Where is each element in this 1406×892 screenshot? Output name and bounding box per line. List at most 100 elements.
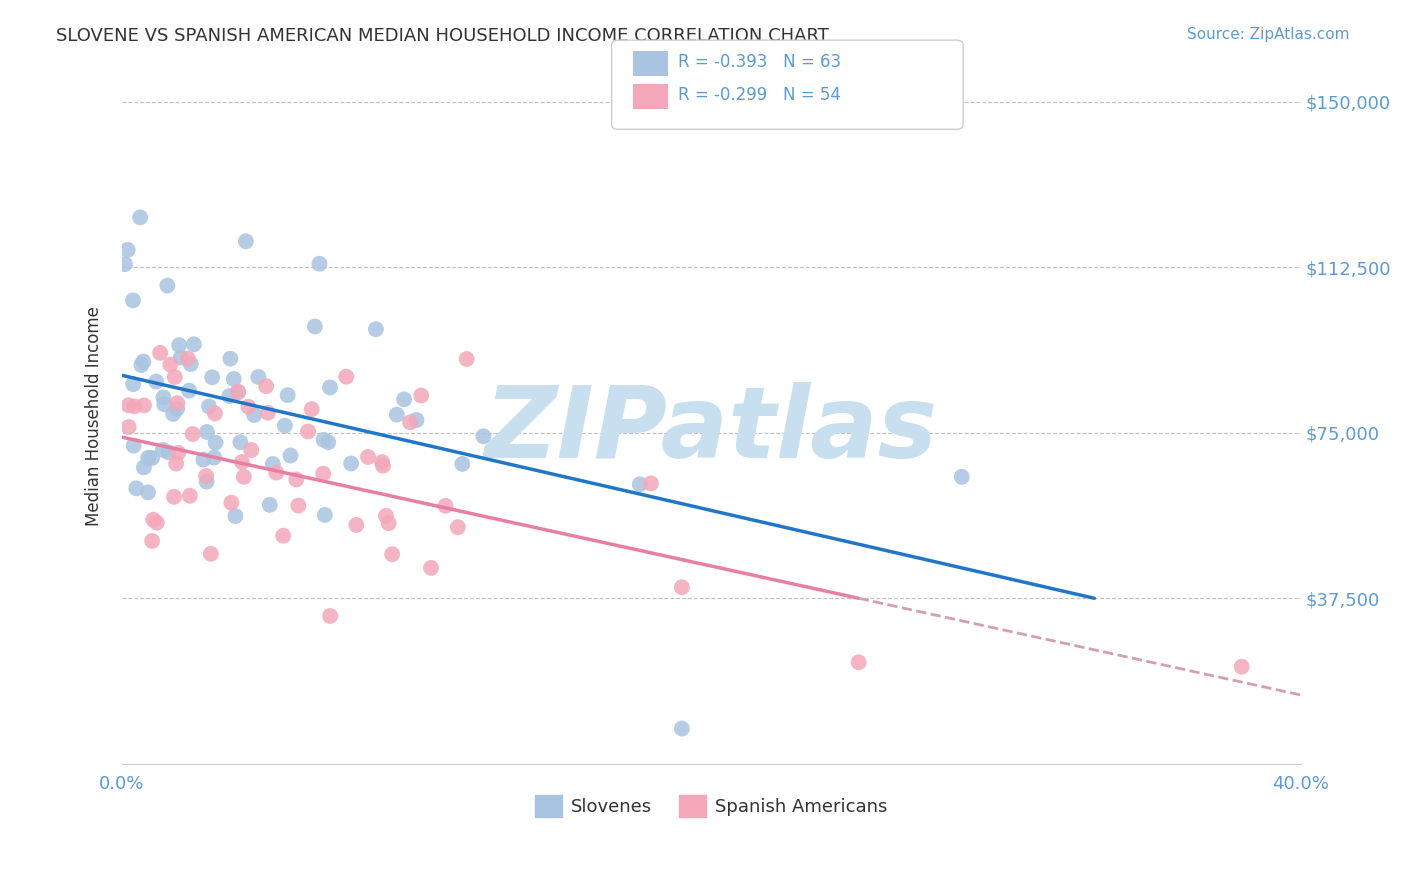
Slovenes [195, 425, 218, 439]
Slovenes [226, 385, 249, 400]
Slovenes [136, 485, 159, 500]
Spanish Americans [238, 400, 260, 414]
Slovenes [308, 257, 330, 271]
Text: ZIPatlas: ZIPatlas [485, 382, 938, 479]
Text: R = -0.299   N = 54: R = -0.299 N = 54 [678, 87, 841, 104]
Spanish Americans [371, 455, 394, 469]
Slovenes [122, 377, 145, 392]
Slovenes [156, 278, 179, 293]
Slovenes [405, 413, 427, 427]
Slovenes [277, 388, 299, 402]
Slovenes [157, 445, 180, 459]
Slovenes [162, 407, 184, 421]
Spanish Americans [226, 384, 249, 399]
Slovenes [117, 243, 139, 257]
Spanish Americans [456, 351, 478, 366]
Slovenes [125, 481, 148, 495]
Slovenes [280, 449, 302, 463]
Spanish Americans [117, 398, 139, 412]
Slovenes [235, 235, 257, 249]
Slovenes [224, 509, 246, 524]
Slovenes [201, 370, 224, 384]
Spanish Americans [434, 499, 457, 513]
Spanish Americans [254, 379, 277, 393]
Spanish Americans [200, 547, 222, 561]
Slovenes [170, 351, 193, 365]
Slovenes [218, 389, 240, 403]
Slovenes [152, 442, 174, 457]
Slovenes [451, 457, 474, 471]
Slovenes [195, 475, 218, 489]
Text: R = -0.393   N = 63: R = -0.393 N = 63 [678, 53, 841, 70]
Spanish Americans [357, 450, 380, 464]
Slovenes [167, 338, 190, 352]
Spanish Americans [848, 655, 870, 669]
Spanish Americans [1230, 659, 1253, 673]
Slovenes [243, 408, 266, 422]
Slovenes [671, 722, 693, 736]
Slovenes [222, 372, 245, 386]
Spanish Americans [399, 415, 422, 429]
Slovenes [202, 450, 225, 465]
Slovenes [136, 450, 159, 465]
Spanish Americans [257, 406, 280, 420]
Slovenes [259, 498, 281, 512]
Slovenes [247, 370, 270, 384]
Spanish Americans [411, 388, 433, 402]
Spanish Americans [447, 520, 470, 534]
Spanish Americans [271, 529, 294, 543]
Spanish Americans [335, 369, 357, 384]
Spanish Americans [301, 402, 323, 417]
Spanish Americans [177, 351, 200, 366]
Spanish Americans [132, 398, 155, 412]
Spanish Americans [195, 469, 218, 483]
Spanish Americans [149, 346, 172, 360]
Slovenes [262, 457, 284, 471]
Slovenes [145, 375, 167, 389]
Spanish Americans [231, 455, 253, 469]
Spanish Americans [671, 580, 693, 594]
Slovenes [114, 257, 136, 271]
Slovenes [364, 322, 387, 336]
Slovenes [132, 460, 155, 475]
Spanish Americans [141, 533, 163, 548]
Slovenes [193, 452, 215, 467]
Text: Source: ZipAtlas.com: Source: ZipAtlas.com [1187, 27, 1350, 42]
Spanish Americans [266, 466, 288, 480]
Spanish Americans [240, 443, 263, 458]
Slovenes [183, 337, 205, 351]
Legend: Slovenes, Spanish Americans: Slovenes, Spanish Americans [527, 788, 896, 824]
Spanish Americans [319, 609, 342, 624]
Spanish Americans [344, 517, 367, 532]
Spanish Americans [179, 489, 201, 503]
Slovenes [316, 435, 339, 450]
Slovenes [392, 392, 415, 407]
Text: SLOVENE VS SPANISH AMERICAN MEDIAN HOUSEHOLD INCOME CORRELATION CHART: SLOVENE VS SPANISH AMERICAN MEDIAN HOUSE… [56, 27, 830, 45]
Spanish Americans [375, 508, 398, 523]
Slovenes [141, 450, 163, 465]
Spanish Americans [146, 516, 169, 530]
Spanish Americans [232, 470, 254, 484]
Spanish Americans [163, 370, 186, 384]
Spanish Americans [420, 561, 443, 575]
Slovenes [319, 380, 342, 394]
Spanish Americans [204, 406, 226, 420]
Spanish Americans [640, 476, 662, 491]
Slovenes [132, 354, 155, 368]
Slovenes [131, 358, 153, 372]
Spanish Americans [312, 467, 335, 481]
Spanish Americans [297, 425, 319, 439]
Spanish Americans [381, 547, 404, 561]
Slovenes [385, 408, 408, 422]
Slovenes [274, 418, 297, 433]
Slovenes [122, 439, 145, 453]
Slovenes [340, 457, 363, 471]
Spanish Americans [166, 396, 188, 410]
Spanish Americans [124, 400, 146, 414]
Spanish Americans [285, 472, 308, 486]
Spanish Americans [165, 457, 187, 471]
Spanish Americans [163, 490, 186, 504]
Slovenes [129, 211, 152, 225]
Y-axis label: Median Household Income: Median Household Income [86, 306, 103, 526]
Slovenes [122, 293, 145, 308]
